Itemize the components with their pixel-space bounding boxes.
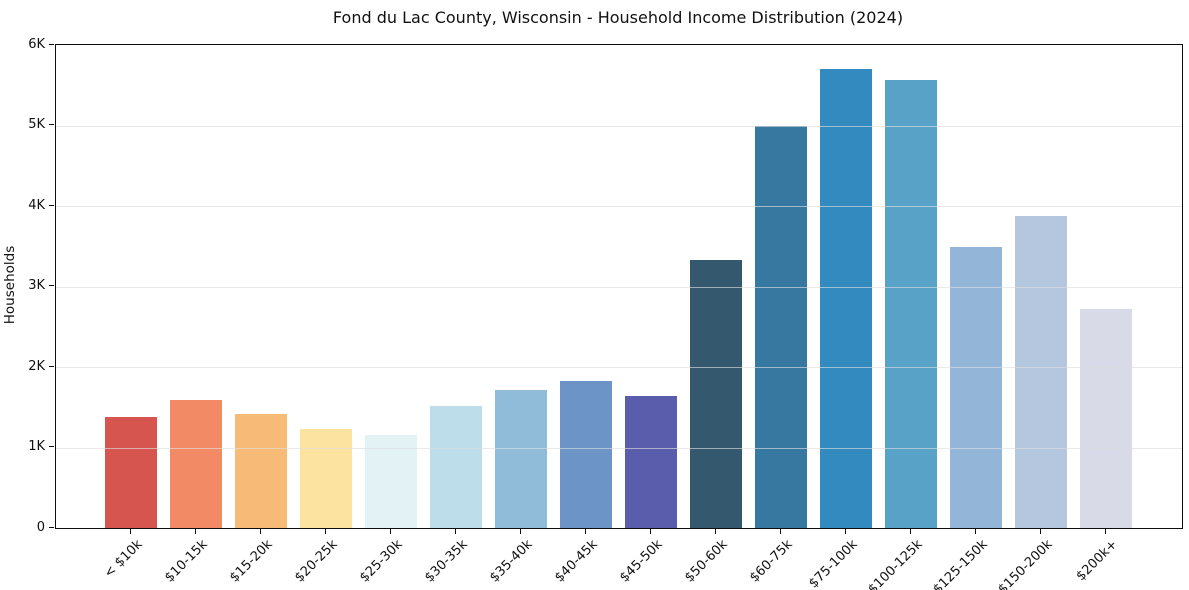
gridline-4K [56,206,1182,207]
bar-$35-40k [495,390,547,528]
bar-$30-35k [430,405,482,528]
x-tick-mark-$200k+ [1104,529,1106,534]
y-tick-label-6K: 6K [28,36,45,52]
x-tick-label-$15-20k: $15-20k [227,537,276,586]
bar-$75-100k [820,69,872,528]
x-tick-label-$100-125k: $100-125k [865,537,926,590]
x-tick-label-$60-75k: $60-75k [747,537,796,586]
x-tick-mark-$40-45k [584,529,586,534]
y-tick-mark-3K [49,285,54,287]
y-tick-mark-6K [49,43,54,45]
bar-$20-25k [300,429,352,528]
bar-$125-150k [950,247,1002,528]
x-tick-label-< $10k: < $10k [101,537,146,582]
chart-title: Fond du Lac County, Wisconsin - Househol… [332,8,904,27]
x-tick-label-$200k+: $200k+ [1073,537,1121,585]
y-tick-mark-5K [49,124,54,126]
gridline-1K [56,447,1182,449]
bar-$25-30k [365,434,417,528]
x-tick-mark-$30-35k [454,529,456,534]
y-tick-mark-4K [49,204,54,206]
x-tick-mark-$25-30k [389,529,391,534]
x-tick-label-$75-100k: $75-100k [806,537,861,590]
x-tick-mark-$15-20k [259,529,261,534]
bar-$100-125k [885,79,937,528]
x-tick-mark-$35-40k [519,529,521,534]
x-tick-label-$150-200k: $150-200k [995,537,1056,590]
bar-$40-45k [560,380,612,528]
y-tick-label-3K: 3K [28,278,45,293]
x-tick-label-$35-40k: $35-40k [487,537,536,586]
x-tick-mark-$20-25k [324,529,326,534]
bar-$60-75k [755,125,807,528]
bar-$15-20k [235,413,287,528]
gridline-2K [56,367,1182,368]
x-tick-mark-< $10k [129,529,131,534]
x-tick-mark-$150-200k [1039,529,1041,534]
x-tick-mark-$125-150k [974,529,976,534]
x-tick-mark-$100-125k [909,529,911,534]
y-tick-mark-2K [49,365,54,367]
y-tick-label-5K: 5K [28,117,45,132]
y-tick-label-1K: 1K [28,439,45,454]
y-tick-label-0: 0 [36,519,45,535]
x-tick-mark-$10-15k [194,529,196,534]
x-tick-label-$125-150k: $125-150k [930,537,991,590]
bar-$50-60k [690,259,742,528]
x-tick-label-$45-50k: $45-50k [617,537,666,586]
x-tick-label-$40-45k: $40-45k [552,537,601,586]
plot-area [55,44,1183,529]
bar-$10-15k [170,400,222,528]
x-tick-mark-$45-50k [649,529,651,534]
x-tick-label-$10-15k: $10-15k [162,537,211,586]
bar-$150-200k [1015,215,1067,528]
x-tick-label-$20-25k: $20-25k [292,537,341,586]
gridline-5K [56,125,1182,127]
x-tick-label-$50-60k: $50-60k [682,537,731,586]
y-tick-label-4K: 4K [28,197,45,213]
bar-$200k+ [1080,309,1132,528]
x-tick-label-$30-35k: $30-35k [422,537,471,586]
gridline-3K [56,286,1182,288]
bar-$45-50k [625,395,677,528]
y-tick-mark-0 [49,526,54,528]
x-tick-mark-$75-100k [844,529,846,534]
y-tick-label-2K: 2K [28,358,45,374]
bar-< $10k [105,416,157,528]
x-tick-label-$25-30k: $25-30k [357,537,406,586]
x-tick-mark-$50-60k [714,529,716,534]
x-tick-mark-$60-75k [779,529,781,534]
y-tick-mark-1K [49,446,54,448]
